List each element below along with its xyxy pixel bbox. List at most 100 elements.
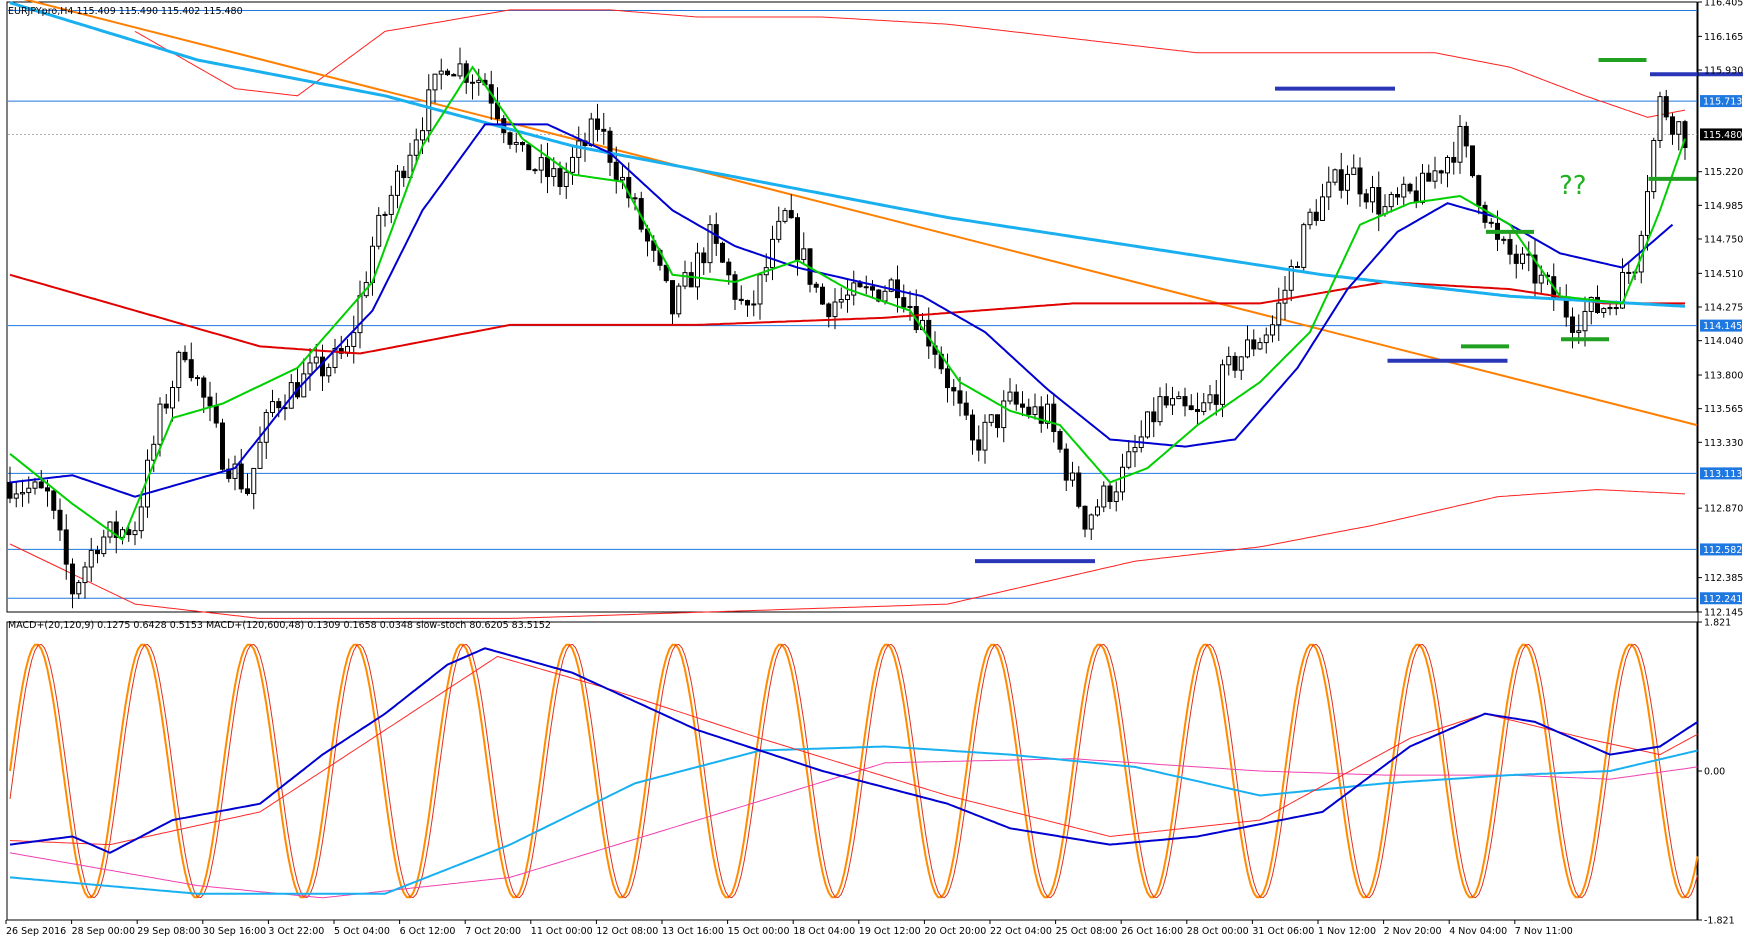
- candle-body: [520, 141, 525, 146]
- candle-body: [1326, 181, 1332, 198]
- candle: [1326, 166, 1332, 211]
- candle-body: [357, 295, 363, 334]
- macd-short-signal: [9, 655, 1698, 846]
- price-pane-frame: [6, 1, 1698, 613]
- candle-body: [1257, 342, 1263, 350]
- y-tick-label: 115.930: [1704, 66, 1743, 77]
- candle: [945, 353, 950, 403]
- candle: [745, 299, 750, 317]
- candle-body: [601, 128, 607, 132]
- candle-body: [176, 351, 182, 389]
- candle: [170, 380, 175, 422]
- candle-body: [1413, 190, 1419, 203]
- candle: [1145, 411, 1150, 439]
- candle: [788, 194, 794, 219]
- indicator-pane: 1.821 0.00 -1.821: [9, 618, 1735, 927]
- candle: [132, 521, 138, 546]
- candle-body: [776, 220, 782, 240]
- y-tick-highlight: [1700, 467, 1742, 480]
- y-tick-highlight: [1700, 319, 1742, 332]
- candle-body: [551, 168, 557, 178]
- candle: [82, 561, 88, 599]
- y-tick-label: 114.040: [1704, 336, 1743, 347]
- candle-body: [770, 238, 775, 269]
- candle-body: [1288, 266, 1294, 291]
- candle: [988, 414, 994, 427]
- trendline: [23, 0, 1698, 427]
- x-tick: 4 Nov 04:00: [1448, 920, 1507, 937]
- candle-body: [832, 301, 838, 318]
- candle-body: [1595, 296, 1600, 314]
- candle-body: [63, 529, 69, 565]
- candle-body: [126, 529, 132, 536]
- candle: [838, 287, 844, 309]
- candle-body: [338, 348, 344, 354]
- macd-short-main: [9, 647, 1699, 854]
- candle-body: [1588, 296, 1594, 312]
- candle-body: [620, 176, 625, 181]
- candle: [207, 381, 213, 422]
- candle-body: [1351, 167, 1357, 175]
- candle-body: [757, 274, 763, 305]
- candle-body: [1376, 187, 1382, 215]
- indicator-y-tick-label: -1.821: [1704, 916, 1735, 927]
- indicator-y-tick: 0.00: [1698, 767, 1725, 778]
- candle: [1570, 307, 1575, 349]
- candle-body: [445, 70, 450, 76]
- candle-body: [695, 252, 700, 288]
- candle: [470, 74, 475, 100]
- moving-averages: [9, 1, 1686, 542]
- x-tick-label: 26 Oct 16:00: [1121, 926, 1183, 937]
- candle-body: [1076, 472, 1082, 507]
- candle-body: [1682, 121, 1688, 148]
- candle: [201, 375, 207, 413]
- x-tick: 2 Nov 20:00: [1383, 920, 1442, 937]
- candle: [245, 473, 250, 496]
- candle-body: [1101, 485, 1107, 508]
- candle-body: [26, 487, 32, 494]
- candle-body: [438, 70, 444, 75]
- candle-body: [1213, 394, 1219, 405]
- x-tick-label: 3 Oct 22:00: [268, 926, 324, 937]
- candle: [782, 207, 788, 224]
- candle-body: [1026, 406, 1032, 415]
- x-tick-label: 29 Sep 08:00: [137, 926, 200, 937]
- candle: [576, 126, 582, 175]
- candle: [1513, 244, 1519, 279]
- price-axis: 116.405 116.165 115.930 115.713 115.480 115.2…: [1697, 0, 1743, 920]
- x-tick: 18 Oct 04:00: [792, 920, 855, 937]
- price-pane-title: EURJPYpro,H4 115.409 115.490 115.402 115…: [8, 6, 243, 17]
- x-tick-label: 13 Oct 16:00: [662, 926, 724, 937]
- candle-body: [1232, 355, 1238, 371]
- ema-mid: [9, 123, 1674, 498]
- candle-body: [820, 286, 825, 305]
- x-tick: 20 Oct 20:00: [923, 920, 986, 937]
- candle: [432, 73, 438, 103]
- candle: [895, 265, 900, 313]
- candle-body: [632, 197, 638, 200]
- candle: [738, 285, 744, 305]
- lower-band: [9, 489, 1686, 619]
- candle-body: [251, 467, 257, 495]
- candle-body: [782, 210, 788, 222]
- candle: [220, 418, 225, 471]
- candle: [982, 414, 988, 464]
- candle-body: [307, 362, 313, 375]
- candle-body: [395, 170, 400, 196]
- candle: [270, 389, 275, 418]
- macd-long-main: [9, 745, 1698, 895]
- candle-body: [320, 356, 325, 377]
- x-tick: 31 Oct 06:00: [1251, 920, 1314, 937]
- candle: [1451, 141, 1457, 175]
- candle: [1338, 152, 1344, 199]
- candle-body: [1426, 172, 1432, 182]
- candle-body: [1013, 391, 1019, 405]
- y-tick: 113.113: [1700, 467, 1742, 480]
- candle: [313, 343, 319, 371]
- y-tick: 113.330: [1698, 438, 1743, 449]
- candle-body: [570, 156, 575, 173]
- candle-body: [1513, 253, 1519, 264]
- ema-trend: [9, 1, 1686, 308]
- y-tick: 115.480: [1700, 128, 1742, 141]
- candle-body: [1676, 121, 1682, 135]
